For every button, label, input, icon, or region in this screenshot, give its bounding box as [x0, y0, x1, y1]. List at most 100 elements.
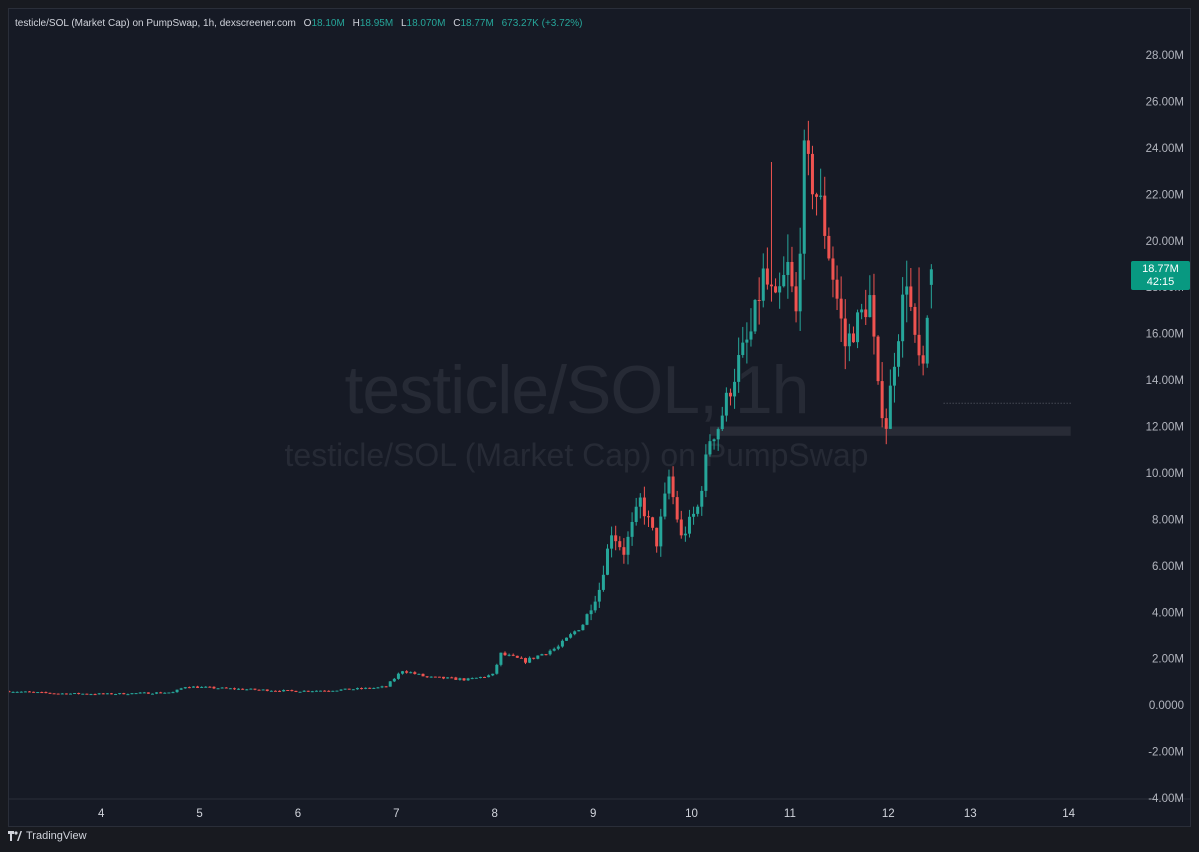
candle-body — [319, 690, 323, 692]
candle-body — [433, 676, 437, 678]
candle-body — [921, 355, 925, 364]
candle-body — [343, 688, 347, 690]
x-tick-label: 11 — [784, 808, 796, 820]
x-tick-label: 5 — [196, 808, 202, 820]
candle-body — [856, 312, 860, 343]
candle-body — [872, 295, 876, 337]
watermark-description: testicle/SOL (Market Cap) on PumpSwap — [284, 437, 869, 473]
candle-body — [196, 686, 200, 688]
candle-body — [245, 689, 249, 691]
candle-body — [634, 506, 638, 522]
candle-body — [524, 658, 528, 663]
candle-body — [687, 516, 691, 534]
x-tick-label: 8 — [492, 808, 498, 820]
candle-body — [823, 195, 827, 236]
candlestick-chart[interactable]: 28.00M26.00M24.00M22.00M20.00M18.00M16.0… — [9, 9, 1191, 827]
candle-body — [794, 286, 798, 312]
x-tick-label: 14 — [1062, 808, 1075, 820]
footer-branding[interactable]: TradingView — [8, 830, 87, 842]
candle-body — [212, 686, 216, 689]
candle-body — [36, 692, 40, 694]
candle-body — [278, 690, 282, 692]
candle-body — [913, 306, 917, 335]
candle-body — [73, 693, 77, 695]
candle-body — [257, 689, 261, 691]
candle-body — [515, 655, 519, 658]
candle-body — [761, 268, 765, 301]
x-tick-label: 10 — [685, 808, 698, 820]
candle-body — [413, 672, 417, 674]
candle-body — [565, 637, 568, 641]
candle-body — [614, 535, 618, 542]
candle-body — [511, 654, 515, 656]
legend-header: testicle/SOL (Market Cap) on PumpSwap, 1… — [15, 18, 583, 29]
candle-body — [134, 693, 138, 695]
candle-body — [204, 686, 208, 688]
candle-body — [261, 689, 265, 691]
candle-body — [155, 692, 159, 694]
candle-body — [40, 692, 44, 694]
bar-countdown: 42:15 — [1146, 276, 1175, 288]
candle-body — [27, 691, 31, 693]
last-price-tag: 18.77M 42:15 — [1131, 261, 1190, 290]
candle-body — [700, 490, 704, 507]
open-value: 18.10M — [311, 18, 345, 29]
candle-body — [126, 694, 130, 696]
candle-body — [15, 691, 19, 693]
candle-body — [692, 513, 696, 517]
candle-body — [130, 693, 134, 695]
candle-body — [237, 688, 241, 690]
candle-body — [585, 614, 589, 625]
candle-body — [483, 676, 487, 678]
candle-body — [64, 693, 68, 695]
candle-body — [728, 392, 732, 397]
candle-body — [93, 694, 97, 696]
candle-body — [48, 692, 52, 694]
watermark-symbol: testicle/SOL, 1h — [344, 352, 809, 428]
candle-body — [605, 548, 609, 575]
candle-body — [478, 676, 482, 678]
candle-body — [831, 258, 835, 280]
chart-panel[interactable]: testicle/SOL (Market Cap) on PumpSwap, 1… — [8, 8, 1191, 827]
candle-body — [355, 688, 359, 690]
candle-body — [909, 286, 913, 307]
candle-body — [892, 366, 896, 386]
candle-body — [536, 655, 540, 659]
candle-body — [765, 268, 769, 285]
candle-body — [724, 392, 728, 416]
candle-body — [745, 339, 749, 343]
candle-body — [368, 687, 372, 689]
candle-body — [327, 690, 331, 692]
y-tick-label: 12.00M — [1146, 422, 1184, 434]
candle-body — [786, 261, 790, 275]
candle-body — [774, 286, 778, 293]
candle-body — [454, 677, 458, 680]
candle-body — [790, 261, 794, 287]
close-value: 18.77M — [460, 18, 494, 29]
candle-body — [860, 309, 864, 313]
candle-body — [241, 688, 245, 690]
candle-body — [302, 690, 306, 692]
y-tick-label: 2.00M — [1152, 654, 1184, 666]
candle-body — [101, 693, 105, 695]
candle-body — [150, 693, 154, 695]
candle-body — [597, 589, 601, 602]
candle-body — [876, 336, 880, 382]
candle-body — [815, 194, 819, 197]
candle-body — [171, 692, 175, 694]
candle-body — [651, 517, 655, 528]
candle-body — [864, 309, 868, 318]
candle-body — [507, 654, 511, 656]
candle-body — [450, 677, 454, 679]
tradingview-logo-icon — [8, 831, 22, 841]
candle-body — [712, 439, 716, 442]
candle-body — [667, 476, 671, 494]
candle-body — [163, 692, 167, 694]
candle-body — [897, 341, 901, 367]
candle-body — [446, 677, 450, 679]
candle-body — [601, 574, 605, 590]
candle-body — [925, 317, 929, 364]
candle-body — [265, 689, 269, 691]
candle-body — [200, 686, 204, 688]
candle-body — [548, 650, 552, 655]
